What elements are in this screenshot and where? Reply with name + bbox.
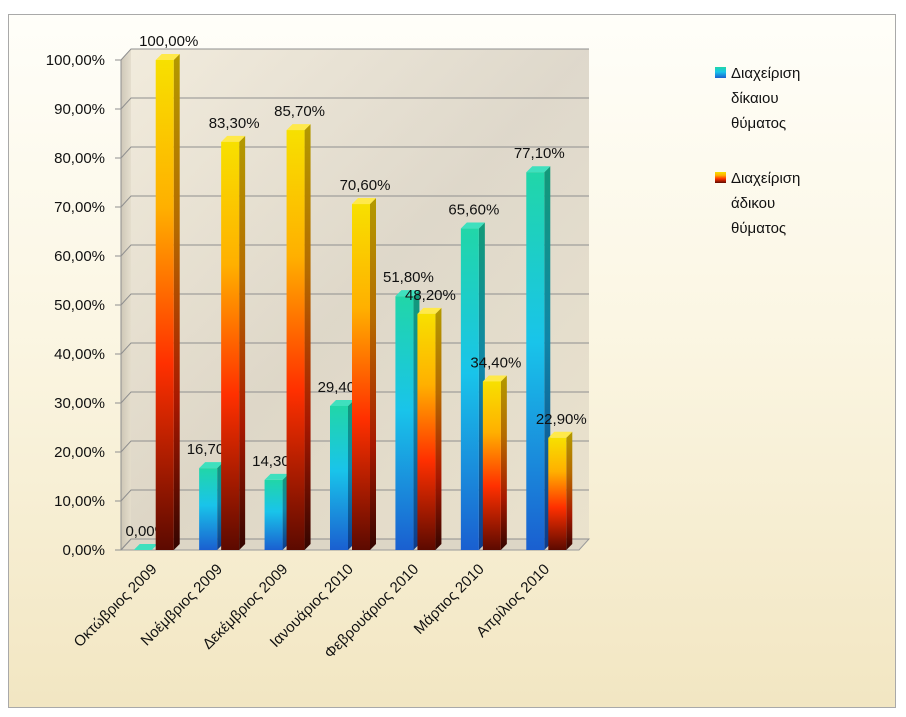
gridline bbox=[120, 48, 589, 61]
bar-top bbox=[460, 222, 485, 229]
data-label: 70,60% bbox=[340, 177, 391, 194]
bar-front bbox=[330, 405, 348, 550]
bar-side bbox=[239, 135, 246, 550]
bar-top bbox=[395, 290, 420, 297]
bar-side bbox=[173, 54, 180, 550]
bar-top bbox=[482, 375, 507, 382]
bar-front bbox=[352, 204, 370, 550]
legend-swatch-unfair-victim bbox=[715, 172, 726, 183]
legend: Διαχείριση δίκαιου θύματος Διαχείριση άδικου… bbox=[715, 65, 800, 237]
bar-front bbox=[548, 437, 567, 550]
bar-front bbox=[526, 172, 545, 550]
gridline bbox=[120, 244, 589, 257]
bar-front bbox=[395, 296, 414, 550]
bar-front bbox=[221, 141, 240, 550]
data-label: 100,00% bbox=[139, 33, 198, 50]
data-label: 83,30% bbox=[209, 115, 260, 132]
bar-front bbox=[199, 468, 218, 550]
data-label: 48,20% bbox=[405, 287, 456, 304]
bar-top bbox=[352, 198, 376, 205]
legend-swatch-fair-victim bbox=[715, 67, 726, 78]
bar-top bbox=[526, 166, 551, 173]
bar-side bbox=[370, 198, 376, 550]
bar-front bbox=[264, 479, 283, 550]
y-tick-label: 40,00% bbox=[54, 346, 105, 363]
bar-fair-victim bbox=[264, 473, 289, 550]
bar-chart: 0,00% 10,00% 20,00% 30,00% 40,00% 50,00% 60,00… bbox=[46, 33, 801, 662]
gridline bbox=[120, 195, 589, 208]
legend-label: θύματος bbox=[731, 115, 786, 132]
bar-side bbox=[304, 124, 311, 550]
y-tick-label: 30,00% bbox=[54, 395, 105, 412]
legend-label: Διαχείριση bbox=[731, 170, 800, 187]
bar-unfair-victim bbox=[286, 124, 311, 550]
bar-top bbox=[264, 473, 289, 480]
bar-fair-victim bbox=[526, 166, 551, 550]
bar-fair-victim bbox=[330, 399, 354, 550]
y-tick-label: 80,00% bbox=[54, 150, 105, 167]
y-tick-label: 10,00% bbox=[54, 493, 105, 510]
gridline bbox=[120, 293, 589, 306]
bar-front bbox=[155, 60, 174, 550]
data-label: 51,80% bbox=[383, 269, 434, 286]
data-label: 22,90% bbox=[536, 411, 587, 428]
bar-top bbox=[199, 462, 224, 469]
bar-top bbox=[133, 544, 158, 550]
y-tick-label: 20,00% bbox=[54, 444, 105, 461]
bar-front bbox=[286, 130, 305, 550]
data-label: 34,40% bbox=[470, 354, 521, 371]
bar-fair-victim bbox=[460, 222, 485, 550]
legend-label: δίκαιου bbox=[731, 90, 779, 107]
bar-top bbox=[548, 431, 573, 438]
bar-top bbox=[330, 399, 354, 406]
bar-unfair-victim bbox=[417, 307, 442, 550]
bar-top bbox=[221, 135, 246, 142]
bar-unfair-victim bbox=[155, 54, 180, 550]
bar-top bbox=[286, 124, 311, 131]
bar-unfair-victim bbox=[221, 135, 246, 550]
gridline bbox=[120, 146, 589, 159]
gridline bbox=[120, 97, 589, 110]
data-label: 77,10% bbox=[514, 145, 565, 162]
bar-side bbox=[500, 375, 507, 550]
data-label: 65,60% bbox=[448, 202, 499, 219]
bar-top bbox=[417, 307, 442, 314]
bar-fair-victim bbox=[395, 290, 420, 550]
legend-label: θύματος bbox=[731, 220, 786, 237]
bar-unfair-victim bbox=[482, 375, 507, 550]
y-tick-label: 0,00% bbox=[62, 542, 105, 559]
y-tick-label: 50,00% bbox=[54, 297, 105, 314]
chart-frame: 0,00% 10,00% 20,00% 30,00% 40,00% 50,00% 60,00… bbox=[8, 14, 896, 708]
bar-top bbox=[155, 54, 180, 60]
bar-fair-victim bbox=[133, 544, 158, 550]
bar-side bbox=[566, 431, 573, 550]
bar-unfair-victim bbox=[352, 198, 376, 550]
bar-front bbox=[460, 228, 479, 550]
bar-unfair-victim bbox=[548, 431, 573, 550]
y-tick-label: 60,00% bbox=[54, 248, 105, 265]
y-tick-label: 100,00% bbox=[46, 52, 105, 69]
bar-front bbox=[482, 381, 501, 550]
data-label: 85,70% bbox=[274, 103, 325, 120]
legend-label: άδικου bbox=[731, 195, 775, 212]
y-tick-label: 90,00% bbox=[54, 101, 105, 118]
bar-side bbox=[435, 307, 442, 550]
y-tick-label: 70,00% bbox=[54, 199, 105, 216]
legend-label: Διαχείριση bbox=[731, 65, 800, 82]
bar-front bbox=[417, 313, 436, 550]
bar-fair-victim bbox=[199, 462, 224, 550]
